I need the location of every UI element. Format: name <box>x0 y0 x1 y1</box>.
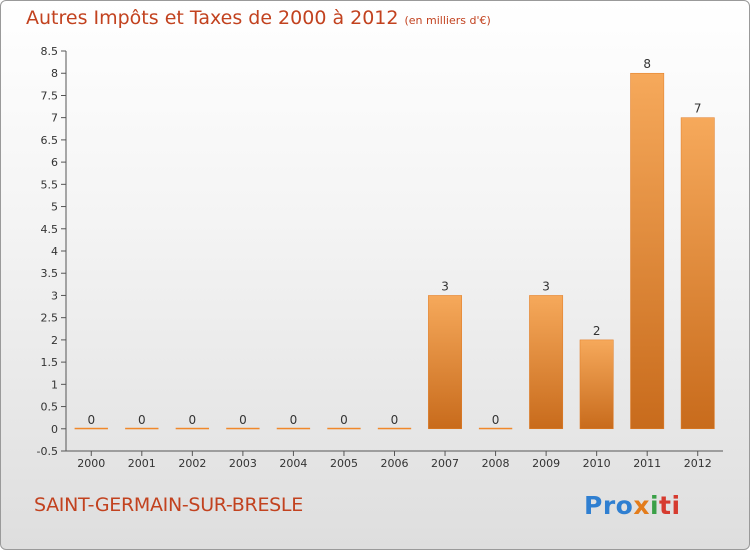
y-tick-label: 0.5 <box>41 401 59 414</box>
commune-name: SAINT-GERMAIN-SUR-BRESLE <box>34 494 303 516</box>
logo-part-1: Pro <box>584 491 634 520</box>
bar-2008 <box>478 427 513 430</box>
data-label: 2 <box>593 324 601 338</box>
bar-2001 <box>125 427 159 430</box>
chart-title: Autres Impôts et Taxes de 2000 à 2012 (en… <box>26 7 491 29</box>
y-tick-label: 7.5 <box>41 89 59 102</box>
x-tick-label: 2006 <box>381 457 409 470</box>
data-label: 3 <box>542 279 550 293</box>
y-tick-label: 4 <box>51 245 58 258</box>
logo-part-3: i <box>649 491 660 520</box>
y-tick-label: 1.5 <box>41 356 59 369</box>
x-tick-label: 2009 <box>532 457 560 470</box>
y-tick-label: 3 <box>51 289 58 302</box>
y-tick-label: 6 <box>51 156 58 169</box>
x-tick-label: 2011 <box>633 457 661 470</box>
data-label: 8 <box>643 57 651 71</box>
bar-2011 <box>630 72 665 430</box>
x-tick-label: 2002 <box>178 457 206 470</box>
data-label: 0 <box>391 413 399 427</box>
logo-part-2: x <box>633 491 650 520</box>
x-tick-label: 2004 <box>279 457 307 470</box>
data-label: 0 <box>138 413 146 427</box>
y-tick-label: 4.5 <box>41 223 59 236</box>
x-tick-label: 2008 <box>482 457 510 470</box>
x-tick-label: 2007 <box>431 457 459 470</box>
bar-2000 <box>74 427 108 430</box>
data-label: 3 <box>441 279 449 293</box>
bar-2003 <box>226 427 260 430</box>
data-label: 7 <box>694 102 702 116</box>
chart-title-text: Autres Impôts et Taxes de 2000 à 2012 <box>26 7 399 29</box>
x-tick-label: 2010 <box>583 457 611 470</box>
data-label: 0 <box>290 413 298 427</box>
logo-part-4: ti <box>659 491 681 520</box>
y-tick-label: 2 <box>51 334 58 347</box>
y-tick-label: 6.5 <box>41 134 59 147</box>
y-tick-label: 0 <box>51 423 58 436</box>
y-tick-label: 5.5 <box>41 178 59 191</box>
data-label: 0 <box>239 413 247 427</box>
chart-subtitle: (en milliers d'€) <box>404 14 491 27</box>
y-tick-label: 5 <box>51 201 58 214</box>
x-tick-label: 2003 <box>229 457 257 470</box>
y-tick-label: 2.5 <box>41 312 59 325</box>
proxiti-logo: Proxiti <box>584 491 681 520</box>
x-tick-label: 2012 <box>684 457 712 470</box>
y-tick-label: -0.5 <box>37 445 58 458</box>
x-tick-label: 2000 <box>77 457 105 470</box>
bar-2010 <box>579 339 614 430</box>
bar-2009 <box>529 295 564 430</box>
x-tick-label: 2005 <box>330 457 358 470</box>
y-tick-label: 8.5 <box>41 45 59 58</box>
bar-2002 <box>175 427 210 430</box>
bar-2004 <box>276 427 311 430</box>
y-tick-label: 8 <box>51 67 58 80</box>
y-tick-label: 7 <box>51 112 58 125</box>
data-label: 0 <box>189 413 197 427</box>
y-tick-label: 3.5 <box>41 267 59 280</box>
bar-2005 <box>327 427 361 430</box>
y-tick-label: 1 <box>51 378 58 391</box>
bar-2007 <box>428 295 462 430</box>
bar-2006 <box>377 427 412 430</box>
data-label: 0 <box>492 413 500 427</box>
data-label: 0 <box>87 413 95 427</box>
bar-2012 <box>680 117 715 430</box>
data-label: 0 <box>340 413 348 427</box>
x-tick-label: 2001 <box>128 457 156 470</box>
